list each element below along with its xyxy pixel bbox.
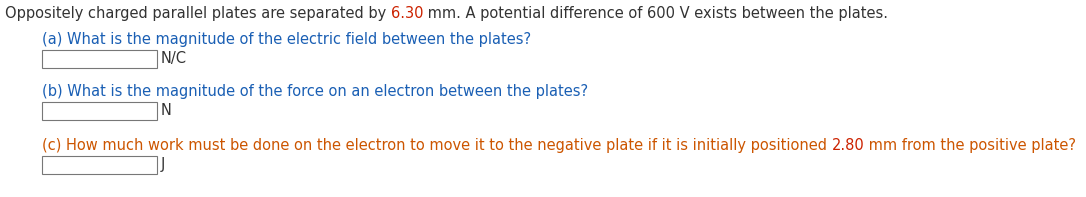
Text: N: N <box>161 103 172 118</box>
Text: (a) What is the magnitude of the electric field between the plates?: (a) What is the magnitude of the electri… <box>42 32 531 47</box>
Text: J: J <box>161 157 165 172</box>
Text: Oppositely charged parallel plates are separated by: Oppositely charged parallel plates are s… <box>5 6 391 21</box>
Text: N/C: N/C <box>161 51 187 66</box>
Bar <box>42 102 157 120</box>
Text: mm from the positive plate?: mm from the positive plate? <box>864 138 1076 153</box>
Bar <box>42 50 157 68</box>
Bar <box>42 156 157 174</box>
Text: (c) How much work must be done on the electron to move it to the negative plate : (c) How much work must be done on the el… <box>42 138 832 153</box>
Text: mm. A potential difference of 600 V exists between the plates.: mm. A potential difference of 600 V exis… <box>424 6 888 21</box>
Text: 6.30: 6.30 <box>391 6 424 21</box>
Text: (b) What is the magnitude of the force on an electron between the plates?: (b) What is the magnitude of the force o… <box>42 84 589 99</box>
Text: 2.80: 2.80 <box>832 138 864 153</box>
